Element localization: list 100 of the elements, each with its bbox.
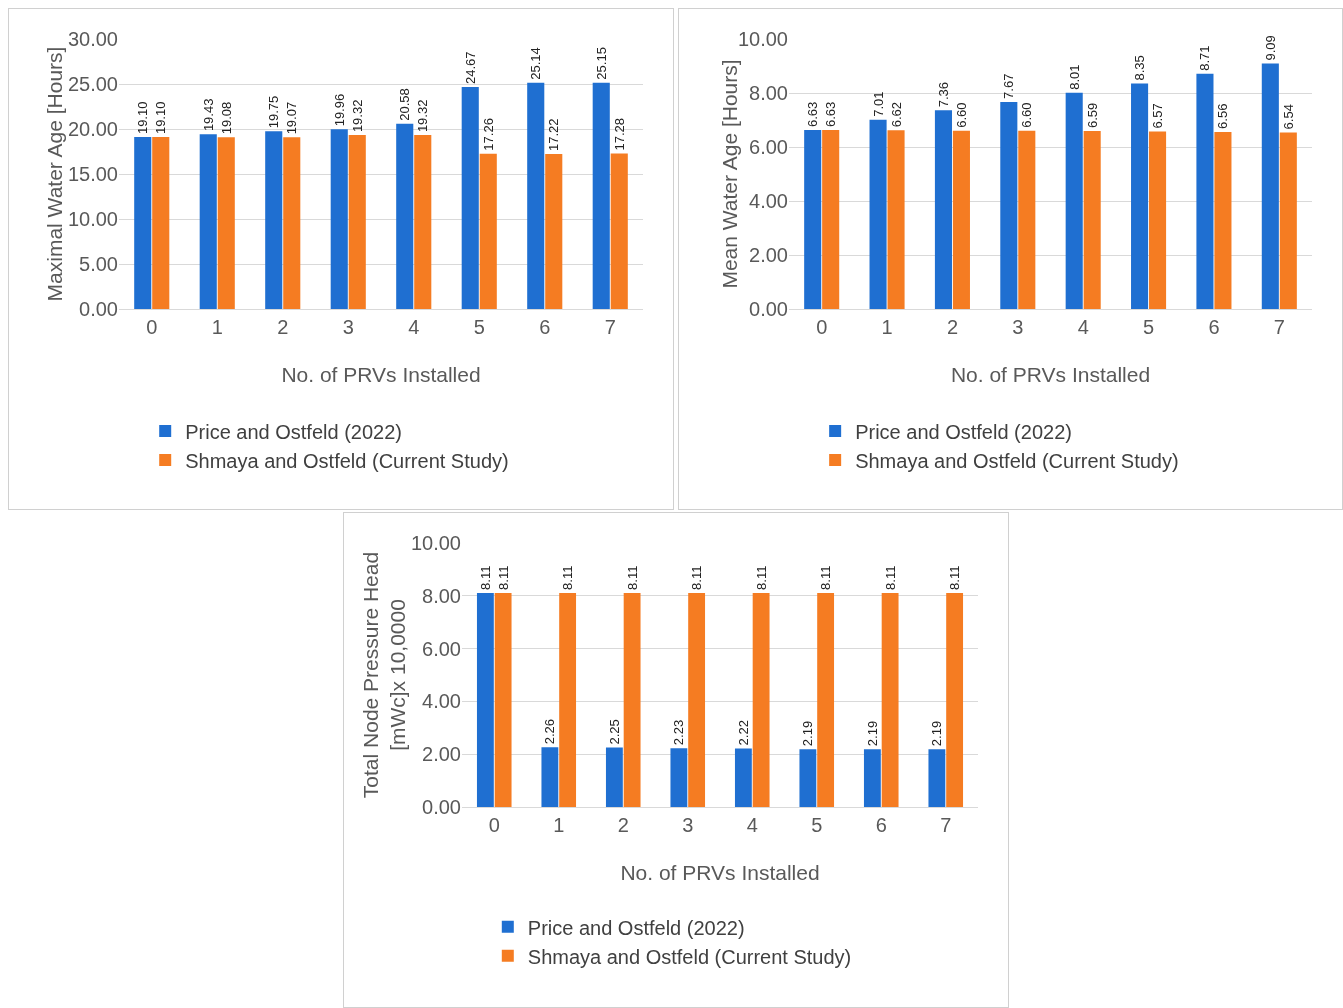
- data-label: 19.96: [331, 93, 347, 127]
- bar: [934, 110, 952, 309]
- x-tick-label: 3: [682, 814, 694, 836]
- data-label: 8.11: [560, 565, 576, 590]
- bar: [799, 749, 817, 807]
- data-label: 2.19: [864, 720, 880, 747]
- bar: [1214, 131, 1232, 309]
- bar: [479, 153, 497, 309]
- x-axis-title: No. of PRVs Installed: [950, 363, 1151, 386]
- y-tick-label: 15.00: [67, 163, 118, 185]
- y-tick-label: 0.00: [749, 298, 788, 320]
- legend-label: Price and Ostfeld (2022): [855, 420, 1072, 443]
- bar: [928, 749, 946, 807]
- data-label: 8.11: [689, 565, 705, 590]
- bar: [1083, 131, 1101, 309]
- data-label: 20.58: [397, 88, 413, 121]
- data-label: 19.08: [218, 101, 234, 135]
- x-tick-label: 3: [342, 316, 354, 338]
- x-axis-title: No. of PRVs Installed: [281, 363, 481, 386]
- legend-label: Shmaya and Ostfeld (Current Study): [527, 945, 852, 968]
- data-label: 6.63: [805, 101, 821, 127]
- data-label: 6.63: [823, 101, 839, 127]
- data-label: 19.43: [200, 98, 216, 132]
- bar: [1149, 131, 1167, 309]
- bar: [265, 131, 283, 309]
- data-label: 8.11: [495, 565, 511, 590]
- x-tick-label: 5: [811, 814, 823, 836]
- bar: [199, 134, 217, 309]
- bar: [494, 592, 512, 807]
- bar: [610, 153, 628, 309]
- data-label: 19.07: [284, 101, 300, 135]
- y-axis-title: Total Node Pressure Head [mWc]x 10,0000: [358, 551, 409, 799]
- bar: [734, 748, 752, 807]
- bar: [396, 123, 414, 309]
- bar: [863, 749, 881, 807]
- bar: [527, 82, 545, 309]
- bar: [887, 130, 905, 309]
- bar: [559, 592, 577, 807]
- bar: [1018, 130, 1036, 309]
- y-axis-title: Maximal Water Age [Hours]: [42, 46, 66, 302]
- data-label: 17.22: [546, 118, 562, 152]
- data-label: 8.11: [477, 565, 493, 590]
- data-label: 9.09: [1262, 35, 1278, 61]
- bar: [476, 592, 494, 807]
- x-tick-label: 0: [816, 316, 828, 338]
- bar: [152, 137, 170, 309]
- y-tick-label: 4.00: [749, 190, 788, 212]
- bar: [541, 747, 559, 807]
- x-tick-label: 7: [940, 814, 952, 836]
- bar: [946, 592, 964, 807]
- x-tick-label: 3: [1012, 316, 1024, 338]
- bar: [283, 137, 301, 309]
- data-label: 8.11: [753, 565, 769, 590]
- bar: [217, 137, 235, 309]
- data-label: 6.57: [1150, 103, 1166, 129]
- data-label: 19.32: [415, 99, 431, 133]
- data-label: 19.75: [266, 95, 282, 129]
- y-tick-label: 25.00: [67, 73, 118, 95]
- data-label: 7.36: [935, 81, 951, 108]
- legend-label: Price and Ostfeld (2022): [527, 916, 745, 939]
- data-label: 8.11: [947, 565, 963, 590]
- data-label: 19.32: [349, 99, 365, 133]
- data-label: 2.19: [929, 720, 945, 747]
- data-label: 2.23: [671, 719, 687, 746]
- bar: [414, 135, 432, 309]
- bar: [545, 154, 563, 309]
- data-label: 19.10: [153, 101, 169, 135]
- y-tick-label: 0.00: [422, 796, 461, 818]
- data-label: 2.25: [606, 719, 622, 745]
- y-axis-title: Mean Water Age [Hours]: [718, 59, 741, 289]
- bar: [688, 592, 706, 807]
- data-label: 2.19: [800, 720, 816, 747]
- bar: [1279, 132, 1297, 309]
- data-label: 6.56: [1215, 103, 1231, 129]
- data-label: 6.60: [953, 102, 969, 128]
- data-label: 25.14: [528, 47, 544, 80]
- bar: [752, 592, 770, 807]
- x-tick-label: 1: [553, 814, 565, 836]
- y-tick-label: 30.00: [67, 28, 118, 50]
- y-tick-label: 2.00: [422, 743, 461, 766]
- y-tick-label: 8.00: [749, 82, 788, 104]
- bar: [461, 86, 479, 309]
- x-tick-label: 6: [1208, 316, 1220, 338]
- bar: [881, 592, 899, 807]
- bar: [348, 135, 366, 309]
- bar: [330, 129, 348, 309]
- x-tick-label: 4: [408, 316, 420, 338]
- y-tick-label: 10.00: [737, 28, 788, 50]
- data-label: 7.67: [1001, 73, 1017, 99]
- x-tick-label: 6: [539, 316, 551, 338]
- data-label: 6.62: [888, 101, 904, 128]
- legend-label: Shmaya and Ostfeld (Current Study): [855, 449, 1179, 472]
- x-tick-label: 2: [617, 814, 629, 836]
- legend-label: Price and Ostfeld (2022): [185, 420, 402, 443]
- data-label: 8.71: [1197, 45, 1213, 71]
- x-tick-label: 1: [881, 316, 893, 338]
- x-tick-label: 0: [146, 316, 158, 338]
- bar: [817, 592, 835, 807]
- x-tick-label: 4: [746, 814, 758, 836]
- bar: [869, 119, 887, 309]
